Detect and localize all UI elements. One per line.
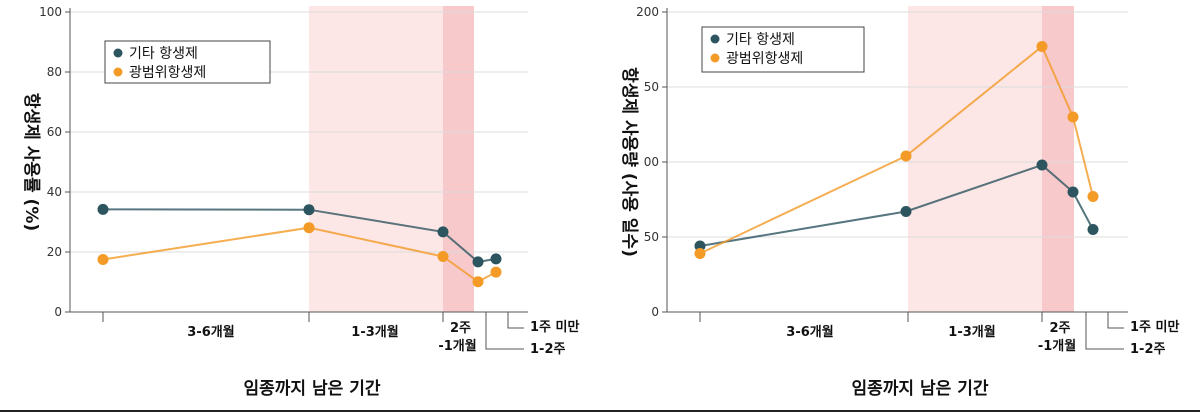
x-bracket bbox=[507, 312, 524, 329]
x-category-label: 2주 bbox=[450, 321, 471, 336]
chart-panel-1: 0 20 40 60 80 100 3-6개월 1-3개월 2주 -1개월 1-2주 1주 미만임종까… bbox=[21, 5, 579, 399]
data-point bbox=[490, 266, 502, 278]
data-point bbox=[1036, 159, 1048, 171]
y-tick-label: 50 bbox=[644, 230, 659, 244]
legend-label: 광범위항생제 bbox=[129, 65, 206, 81]
data-point bbox=[490, 253, 502, 265]
data-point bbox=[900, 206, 912, 217]
x-category-label: -1개월 bbox=[438, 338, 476, 354]
y-axis-title: 항생제 사용량 (사용 일수) bbox=[619, 67, 640, 257]
y-tick-label: 60 bbox=[47, 125, 62, 139]
y-tick-label: 0 bbox=[651, 305, 659, 319]
x-category-label: 1-3개월 bbox=[351, 324, 398, 340]
data-point bbox=[694, 248, 706, 259]
x-category-label: 1주 미만 bbox=[530, 319, 579, 335]
y-tick-label: 0 bbox=[54, 305, 62, 319]
shaded-period-1 bbox=[908, 6, 1042, 312]
data-point bbox=[1067, 111, 1079, 123]
x-bracket bbox=[485, 312, 524, 350]
legend-box bbox=[104, 40, 271, 84]
data-point bbox=[303, 222, 315, 234]
x-category-label: 1-2주 bbox=[530, 342, 565, 357]
legend-box bbox=[701, 26, 865, 73]
x-axis-title: 임종까지 남은 기간 bbox=[852, 378, 989, 399]
data-point bbox=[900, 150, 912, 162]
x-category-label: 3-6개월 bbox=[786, 324, 833, 340]
y-tick-label: 50 bbox=[644, 80, 659, 94]
x-category-label: 1-3개월 bbox=[948, 324, 995, 340]
x-bracket bbox=[1085, 312, 1124, 350]
y-tick-label: 80 bbox=[47, 65, 62, 79]
legend-marker bbox=[710, 34, 720, 44]
y-tick-label: 20 bbox=[47, 245, 62, 259]
shaded-period-1 bbox=[309, 6, 443, 312]
data-point bbox=[472, 256, 484, 268]
legend-label: 광범위항생제 bbox=[726, 51, 803, 67]
x-category-label: 1주 미만 bbox=[1130, 319, 1179, 335]
y-tick-label: 40 bbox=[47, 185, 62, 199]
data-point bbox=[1087, 191, 1099, 202]
y-tick-label: 00 bbox=[644, 155, 659, 169]
shaded-period-2 bbox=[1042, 6, 1074, 312]
x-category-label: 2주 bbox=[1049, 321, 1070, 336]
legend-label: 기타 항생제 bbox=[129, 46, 198, 62]
legend-marker bbox=[113, 48, 123, 58]
data-point bbox=[303, 204, 315, 216]
x-bracket bbox=[1107, 312, 1124, 329]
data-point bbox=[1067, 186, 1079, 198]
legend-marker bbox=[113, 67, 123, 77]
legend-label: 기타 항생제 bbox=[726, 32, 795, 48]
legend-marker bbox=[710, 53, 720, 63]
data-point bbox=[437, 226, 449, 238]
y-tick-label: 200 bbox=[636, 5, 659, 19]
y-tick-label: 100 bbox=[39, 5, 62, 19]
x-axis-title: 임종까지 남은 기간 bbox=[244, 378, 381, 399]
data-point bbox=[1087, 224, 1099, 235]
shaded-period-2 bbox=[443, 6, 474, 312]
data-point bbox=[1036, 41, 1048, 52]
x-category-label: 3-6개월 bbox=[187, 324, 234, 340]
x-category-label: -1개월 bbox=[1038, 338, 1076, 354]
chart-panel-2: 0 50 00 50 200 3-6개월 1-3개월 2주 -1개월 1-2주 1주 미만임종까지 … bbox=[619, 5, 1179, 399]
data-point bbox=[472, 276, 484, 288]
data-point bbox=[437, 251, 449, 262]
data-point bbox=[97, 203, 109, 215]
x-category-label: 1-2주 bbox=[1130, 342, 1165, 357]
data-point bbox=[97, 254, 109, 265]
y-axis-title: 항생제 사용률 (%) bbox=[21, 93, 42, 231]
